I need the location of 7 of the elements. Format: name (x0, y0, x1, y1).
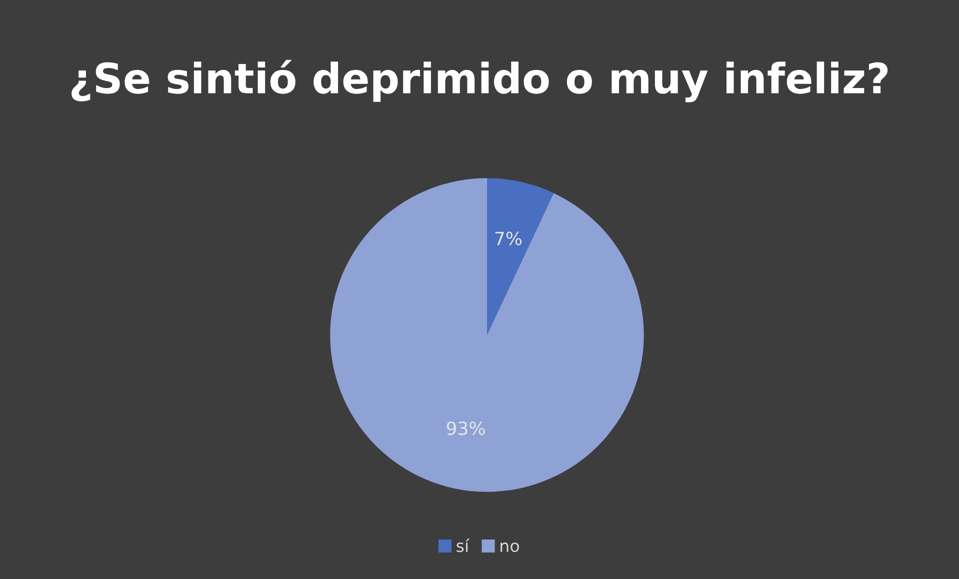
legend-label: no (500, 542, 519, 552)
chart-title: ¿Se sintió deprimido o muy infeliz? (72, 60, 888, 102)
pie-slice (330, 178, 644, 492)
pie-slice (487, 178, 554, 335)
legend-label: sí (456, 538, 470, 552)
data-label: 7% (495, 232, 522, 246)
data-label: 93% (446, 421, 485, 436)
